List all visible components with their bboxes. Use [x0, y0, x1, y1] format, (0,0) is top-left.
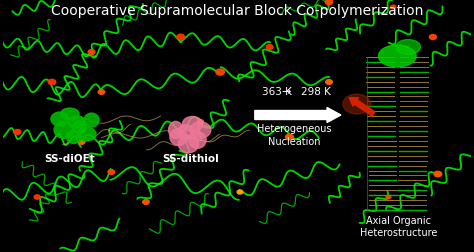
Ellipse shape	[216, 69, 225, 75]
Text: Cooperative Supramolecular Block Co-polymerization: Cooperative Supramolecular Block Co-poly…	[51, 4, 423, 18]
Ellipse shape	[190, 122, 211, 138]
Ellipse shape	[34, 195, 40, 199]
Ellipse shape	[79, 140, 85, 144]
Ellipse shape	[61, 108, 79, 120]
FancyArrow shape	[349, 98, 375, 116]
FancyArrow shape	[255, 108, 341, 122]
Ellipse shape	[54, 122, 73, 138]
Ellipse shape	[197, 120, 204, 124]
Ellipse shape	[378, 45, 416, 67]
Ellipse shape	[429, 35, 437, 40]
Ellipse shape	[343, 94, 371, 114]
Text: Axial Organic
Heterostructure: Axial Organic Heterostructure	[360, 216, 437, 238]
Ellipse shape	[77, 127, 96, 141]
Ellipse shape	[14, 130, 21, 135]
Ellipse shape	[73, 120, 87, 134]
Ellipse shape	[391, 5, 396, 9]
Ellipse shape	[48, 79, 56, 85]
Ellipse shape	[98, 90, 105, 94]
Ellipse shape	[178, 135, 199, 153]
Ellipse shape	[326, 80, 332, 84]
Ellipse shape	[285, 134, 293, 140]
Text: 363 K: 363 K	[262, 87, 292, 97]
Ellipse shape	[237, 190, 243, 194]
Ellipse shape	[84, 113, 99, 127]
Ellipse shape	[434, 171, 442, 177]
Ellipse shape	[189, 132, 206, 148]
Ellipse shape	[169, 121, 183, 139]
Text: SS-diOEt: SS-diOEt	[45, 154, 95, 164]
Ellipse shape	[66, 131, 82, 143]
Ellipse shape	[266, 45, 273, 49]
Ellipse shape	[88, 50, 95, 54]
Text: →: →	[282, 87, 291, 97]
Ellipse shape	[178, 125, 193, 139]
Ellipse shape	[177, 34, 184, 40]
Text: Heterogeneous
Nucleation: Heterogeneous Nucleation	[257, 124, 332, 147]
Ellipse shape	[182, 116, 202, 132]
Ellipse shape	[143, 200, 149, 204]
Ellipse shape	[325, 0, 333, 5]
Ellipse shape	[396, 40, 420, 54]
Text: SS-dithiol: SS-dithiol	[162, 154, 219, 164]
Text: 298 K: 298 K	[301, 87, 331, 97]
Ellipse shape	[170, 129, 187, 145]
Ellipse shape	[108, 170, 115, 174]
Ellipse shape	[68, 116, 85, 128]
Ellipse shape	[386, 195, 391, 199]
Ellipse shape	[51, 112, 69, 126]
